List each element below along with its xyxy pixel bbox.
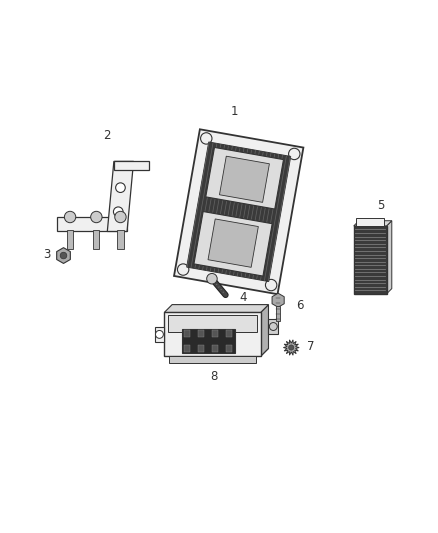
Bar — [184, 345, 190, 352]
Polygon shape — [354, 221, 392, 226]
Polygon shape — [386, 221, 392, 294]
Polygon shape — [114, 161, 149, 170]
Circle shape — [207, 273, 217, 284]
Circle shape — [60, 252, 67, 259]
Text: 7: 7 — [307, 340, 315, 353]
Text: 4: 4 — [239, 290, 247, 304]
Polygon shape — [261, 304, 268, 356]
Circle shape — [269, 322, 277, 330]
Bar — [276, 306, 280, 321]
Text: 6: 6 — [296, 298, 304, 312]
Bar — [67, 230, 73, 249]
Polygon shape — [194, 212, 272, 276]
Circle shape — [115, 211, 126, 223]
Circle shape — [177, 264, 189, 275]
Bar — [181, 329, 234, 353]
Bar — [212, 345, 218, 352]
Text: 8: 8 — [210, 370, 217, 383]
Polygon shape — [164, 304, 268, 312]
Bar — [356, 218, 384, 226]
Bar — [354, 226, 386, 294]
Bar — [226, 345, 232, 352]
Polygon shape — [107, 161, 134, 231]
Bar — [184, 330, 190, 336]
Bar — [198, 330, 204, 336]
Polygon shape — [57, 217, 127, 231]
Polygon shape — [283, 340, 299, 355]
Circle shape — [289, 148, 300, 160]
Text: 3: 3 — [44, 248, 51, 261]
Polygon shape — [208, 219, 258, 268]
Bar — [93, 230, 99, 249]
Bar — [268, 319, 278, 334]
Bar — [226, 330, 232, 336]
Bar — [155, 327, 164, 342]
Polygon shape — [219, 156, 269, 203]
Circle shape — [91, 211, 102, 223]
Text: 1: 1 — [230, 104, 238, 117]
Polygon shape — [164, 349, 268, 356]
Bar — [164, 312, 261, 356]
Bar — [117, 230, 124, 249]
Circle shape — [265, 279, 277, 291]
Text: 5: 5 — [378, 199, 385, 212]
Bar — [169, 356, 256, 363]
Bar — [168, 314, 257, 332]
Text: 2: 2 — [103, 128, 111, 142]
Circle shape — [201, 133, 212, 144]
Circle shape — [155, 330, 163, 338]
Polygon shape — [206, 148, 283, 209]
Polygon shape — [272, 293, 284, 307]
Circle shape — [64, 211, 76, 223]
Circle shape — [113, 207, 123, 216]
Bar — [212, 330, 218, 336]
Polygon shape — [174, 130, 304, 294]
Bar — [198, 345, 204, 352]
Circle shape — [116, 183, 125, 192]
Polygon shape — [57, 248, 71, 263]
Circle shape — [289, 345, 294, 350]
Polygon shape — [187, 142, 291, 281]
